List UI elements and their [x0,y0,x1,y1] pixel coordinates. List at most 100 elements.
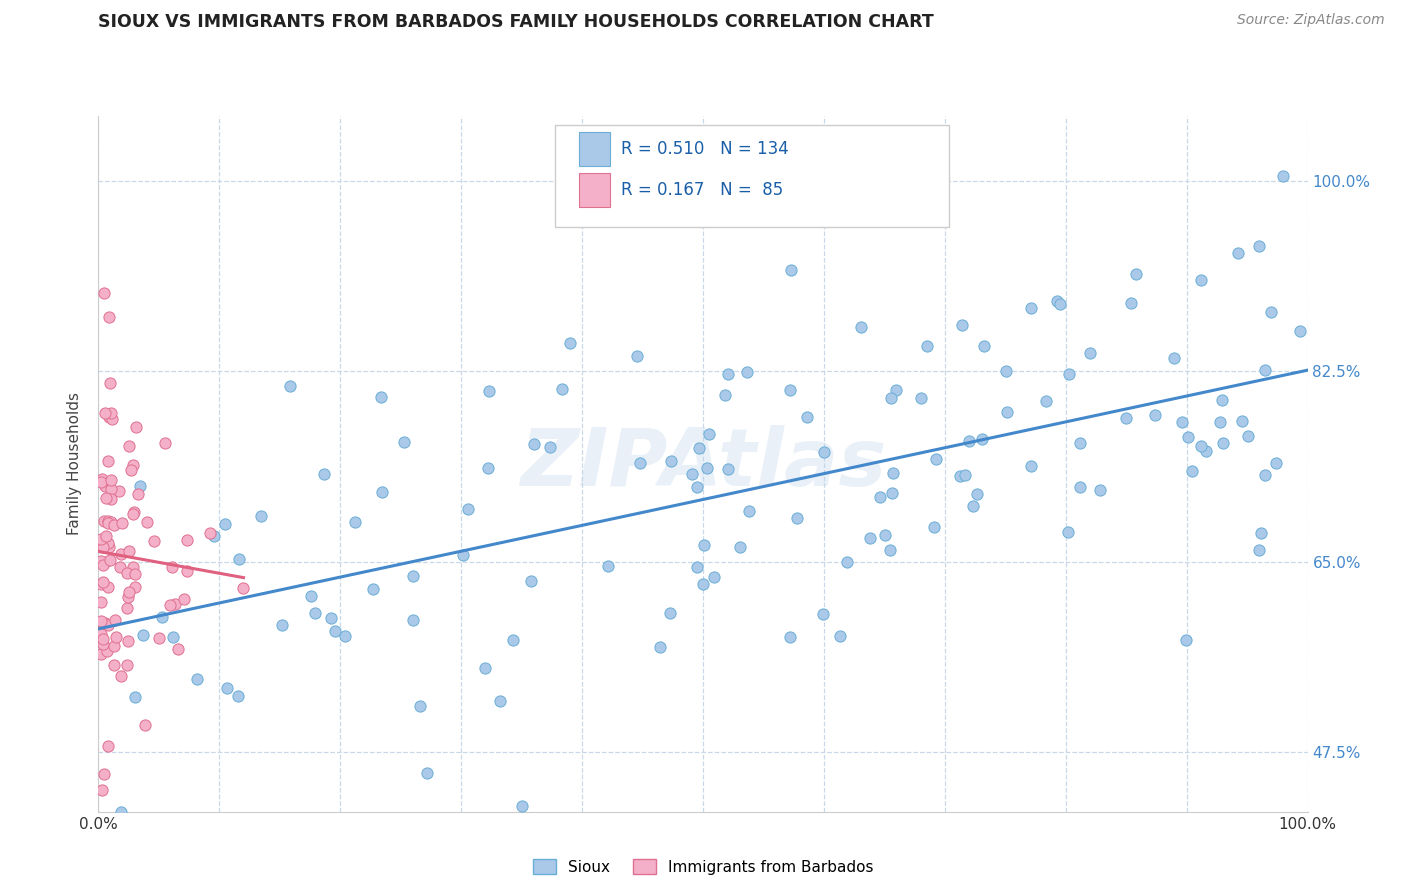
Point [344,515,367,529]
Point [100,515,122,529]
Point [1125,267,1147,281]
Point [972,432,994,446]
Point [392,435,415,450]
Point [107,484,129,499]
Point [478,384,501,398]
Point [150,610,173,624]
Point [1174,633,1197,648]
Point [115,658,138,673]
Point [90,648,112,662]
Point [1171,415,1194,429]
Point [1264,456,1286,470]
Point [90,532,112,546]
Point [409,698,432,713]
Point [1019,301,1042,315]
Point [91,783,114,797]
Point [626,349,648,363]
Point [685,480,707,494]
Text: ZIPAtlas: ZIPAtlas [520,425,886,503]
Point [717,367,740,381]
Point [714,388,737,402]
Point [325,624,347,638]
Point [717,461,740,475]
Point [925,452,948,467]
Point [370,390,392,404]
Point [696,461,718,475]
Point [159,598,181,612]
Point [1226,245,1249,260]
Point [371,485,394,500]
Point [93,285,115,300]
Point [94,491,117,505]
Point [1189,272,1212,286]
Point [882,466,904,480]
Point [697,426,720,441]
Point [1119,296,1142,310]
Point [333,629,356,643]
Point [910,392,932,406]
Point [962,500,984,514]
Point [93,407,115,421]
Point [115,601,138,615]
Point [1250,526,1272,541]
Point [97,454,120,468]
Point [93,556,115,570]
Point [120,463,142,477]
Point [1019,458,1042,473]
Point [97,618,120,632]
Point [730,540,752,554]
Point [957,434,980,449]
Point [202,529,225,543]
Point [100,482,122,496]
Point [628,456,651,470]
Point [312,467,335,481]
Point [692,538,714,552]
Point [226,689,249,703]
Point [523,437,546,451]
Point [278,379,301,393]
Point [796,409,818,424]
Point [538,440,561,454]
Point [118,585,141,599]
Point [685,559,707,574]
Text: Source: ZipAtlas.com: Source: ZipAtlas.com [1237,13,1385,28]
Point [122,507,145,521]
Point [91,574,114,589]
Point [100,406,122,420]
Point [659,607,682,621]
Point [91,541,114,555]
Point [115,566,138,581]
Point [125,420,148,434]
Point [94,479,117,493]
Point [162,630,184,644]
Point [127,487,149,501]
Point [402,569,425,583]
Point [402,613,425,627]
Point [884,383,907,397]
Point [176,564,198,578]
Point [228,552,250,566]
Point [97,580,120,594]
Point [917,339,939,353]
Point [90,615,112,629]
Point [98,553,121,567]
Text: R = 0.167   N =  85: R = 0.167 N = 85 [621,181,783,199]
Point [90,554,112,568]
Point [1230,414,1253,428]
Point [319,611,342,625]
Point [830,630,852,644]
Point [176,533,198,548]
Point [738,504,761,518]
Point [1189,439,1212,453]
Point [124,580,146,594]
Point [93,558,115,572]
Point [232,581,254,595]
Point [1069,435,1091,450]
Point [104,630,127,644]
Point [849,320,872,334]
Point [558,336,581,351]
Point [1236,429,1258,443]
Point [101,411,124,425]
Point [118,439,141,453]
Point [1289,324,1312,338]
